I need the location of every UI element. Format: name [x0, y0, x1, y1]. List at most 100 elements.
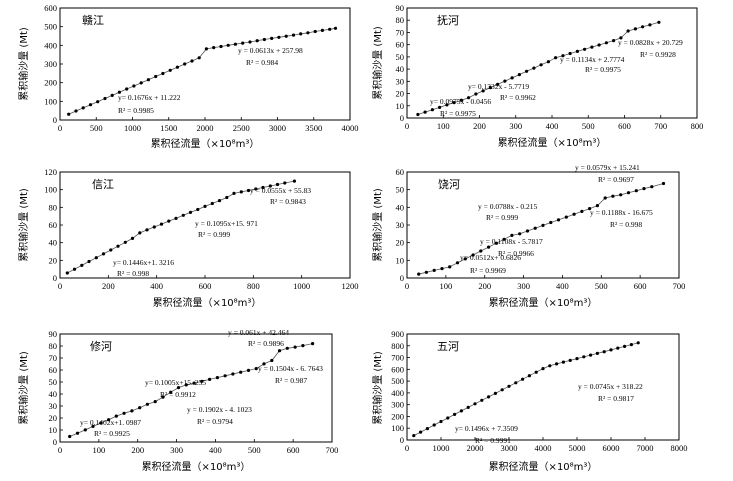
y-tick-label: 90 — [49, 329, 58, 339]
data-point — [219, 44, 223, 49]
data-point — [74, 109, 78, 113]
data-point — [503, 79, 507, 83]
data-point — [91, 424, 95, 428]
panel-xinjiang: 信江 累积径流量（×10⁸m³） 累积输沙量 (Mt) 0 200 400 600 80… — [17, 167, 359, 309]
data-point — [159, 222, 164, 226]
data-point — [313, 29, 317, 34]
x-tick-label: 0 — [58, 281, 62, 291]
fit-equation: y= 0.1676x + 11.222 — [118, 93, 181, 102]
x-tick-label: 400 — [546, 121, 559, 131]
x-tick-label: 100 — [437, 121, 450, 131]
y-axis-label: 累积输沙量 (Mt) — [17, 351, 30, 425]
x-tick-label: 1200 — [342, 281, 359, 291]
data-point — [633, 27, 638, 31]
data-point — [188, 210, 193, 214]
y-tick-label: 20 — [49, 413, 58, 423]
data-point — [270, 36, 274, 41]
data-point — [636, 341, 640, 345]
y-tick-label: 80 — [396, 15, 405, 25]
fit-equation: y= 0.1446x+1. 3216 — [113, 258, 174, 267]
data-point — [590, 45, 594, 49]
fit-line — [68, 27, 336, 115]
x-tick-label: 200 — [131, 445, 144, 455]
data-point — [241, 41, 245, 45]
fit-r2: R² = 0.9794 — [197, 417, 233, 426]
panel-title: 赣江 — [82, 13, 104, 27]
fit-r2: R² = 0.984 — [246, 58, 278, 67]
data-point — [184, 383, 188, 387]
y-tick-label: 70 — [49, 353, 58, 363]
data-point — [463, 257, 467, 261]
data-point — [514, 381, 518, 385]
data-point — [597, 43, 601, 47]
x-tick-label: 500 — [582, 121, 595, 131]
data-point — [510, 76, 514, 80]
data-point — [116, 244, 120, 248]
fit-r2: R² = 0.987 — [275, 376, 307, 385]
fit-equation: y = 0.061x + 42.464 — [228, 328, 289, 337]
x-tick-label: 600 — [618, 121, 631, 131]
y-tick-label: 40 — [49, 389, 58, 399]
data-point — [223, 374, 227, 378]
data-point — [446, 416, 450, 420]
data-point — [473, 402, 477, 406]
y-tick-label: 20 — [396, 89, 405, 99]
data-point — [453, 412, 457, 416]
data-point — [494, 241, 498, 245]
x-tick-label: 3500 — [305, 123, 322, 133]
data-point — [541, 223, 545, 227]
y-tick-label: 10 — [49, 425, 58, 435]
x-tick-label: 300 — [517, 281, 530, 291]
fit-r2: R² = 0.998 — [117, 269, 149, 278]
data-point — [122, 411, 126, 415]
data-point — [546, 60, 551, 64]
x-tick-label: 800 — [691, 121, 704, 131]
x-tick-label: 600 — [287, 445, 300, 455]
fit-r2: R² = 0.9985 — [118, 106, 154, 115]
fit-equation: y= 0.1402x+1. 0987 — [80, 418, 141, 427]
y-tick-label: 200 — [44, 78, 57, 88]
data-marks: 0 100 200 300 400 500 600 700010203040506070809… — [49, 329, 339, 455]
y-tick-label: 40 — [49, 238, 58, 248]
data-point — [204, 47, 208, 51]
data-point — [507, 384, 511, 388]
data-point — [231, 372, 235, 376]
fit-equation: y = 0.0828x + 20.729 — [618, 38, 683, 47]
x-tick-label: 400 — [556, 281, 569, 291]
data-point — [481, 89, 485, 93]
data-point — [284, 34, 288, 38]
data-point — [518, 232, 522, 236]
x-axis-label: 累积径流量（×10⁸m³） — [489, 460, 598, 473]
data-point — [292, 179, 296, 183]
data-point — [626, 191, 631, 195]
data-point — [466, 405, 470, 409]
fit-equation: y= 0.1005x+15. 235 — [145, 378, 206, 387]
data-point — [239, 190, 243, 194]
data-point — [67, 112, 71, 116]
data-point — [432, 423, 436, 427]
x-tick-label: 1500 — [160, 123, 177, 133]
data-point — [293, 345, 297, 349]
data-point — [416, 112, 420, 117]
y-tick-label: 20 — [49, 255, 58, 265]
data-point — [161, 71, 165, 76]
fit-r2: R² = 0.9991 — [475, 436, 511, 445]
fit-equation: y = 0.0555x + 55.83 — [250, 186, 311, 195]
data-point — [440, 267, 444, 271]
y-tick-label: 500 — [391, 376, 404, 386]
data-point — [291, 33, 296, 37]
data-point — [299, 32, 303, 36]
data-point — [471, 253, 475, 257]
data-point — [262, 37, 266, 42]
y-axis-label: 累积输沙量 (Mt) — [371, 188, 384, 262]
x-tick-label: 500 — [90, 123, 103, 133]
x-tick-label: 500 — [595, 281, 608, 291]
fit-equation: y = 0.0788x - 0.215 — [478, 202, 537, 211]
y-tick-label: 0 — [400, 435, 404, 445]
y-tick-label: 80 — [49, 341, 58, 351]
y-tick-label: 300 — [391, 400, 404, 410]
data-point — [588, 207, 592, 211]
data-point — [277, 349, 282, 353]
x-tick-label: 8000 — [671, 443, 688, 453]
